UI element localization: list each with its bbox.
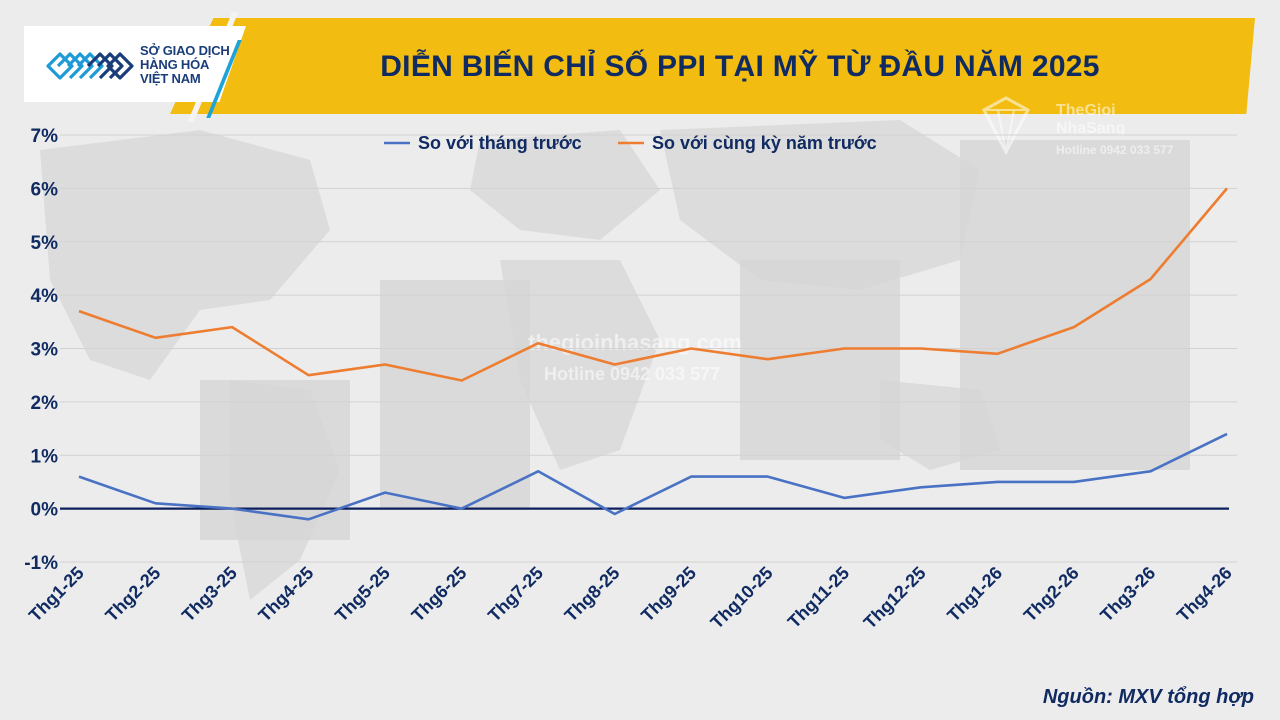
x-tick-label: Thg9-25 bbox=[637, 563, 700, 626]
logo-text: SỞ GIAO DỊCH HÀNG HÓA VIỆT NAM bbox=[140, 44, 240, 86]
y-tick-label: 0% bbox=[31, 500, 59, 521]
y-tick-label: 2% bbox=[31, 393, 59, 414]
x-tick-label: Thg2-26 bbox=[1020, 563, 1083, 626]
x-tick-label: Thg1-26 bbox=[943, 563, 1006, 626]
logo-line-2: HÀNG HÓA bbox=[140, 57, 210, 72]
y-tick-label: 4% bbox=[31, 286, 59, 307]
x-tick-label: Thg8-25 bbox=[561, 563, 624, 626]
x-tick-label: Thg3-26 bbox=[1096, 563, 1159, 626]
watermark-hotline-center: Hotline 0942 033 577 bbox=[544, 364, 721, 384]
legend-label: So với tháng trước bbox=[418, 133, 582, 153]
y-tick-label: 5% bbox=[31, 233, 59, 254]
chart-title: DIỄN BIẾN CHỈ SỐ PPI TẠI MỸ TỪ ĐẦU NĂM 2… bbox=[380, 50, 1100, 83]
logo-line-3: VIỆT NAM bbox=[140, 71, 201, 86]
x-tick-label: Thg10-25 bbox=[707, 563, 777, 633]
x-tick-label: Thg3-25 bbox=[178, 563, 241, 626]
x-tick-label: Thg4-25 bbox=[254, 563, 317, 626]
y-tick-label: 6% bbox=[31, 179, 59, 200]
x-tick-label: Thg6-25 bbox=[408, 563, 471, 626]
series-line-mom bbox=[78, 432, 1228, 521]
x-tick-label: Thg12-25 bbox=[860, 563, 930, 633]
x-tick-label: Thg11-25 bbox=[784, 563, 853, 632]
y-tick-label: -1% bbox=[24, 553, 58, 574]
x-tick-label: Thg2-25 bbox=[101, 563, 164, 626]
mxv-logo-icon bbox=[46, 52, 134, 80]
series-line-yoy bbox=[78, 187, 1228, 382]
x-tick-label: Thg4-26 bbox=[1173, 563, 1236, 626]
logo-line-1: SỞ GIAO DỊCH bbox=[140, 43, 230, 58]
watermark-diamond-icon bbox=[981, 96, 1031, 156]
watermark-brand-1: TheGioi bbox=[1056, 102, 1116, 119]
watermark-brand-2: NhaSang bbox=[1056, 120, 1126, 137]
y-tick-label: 1% bbox=[31, 446, 59, 467]
x-tick-label: Thg7-25 bbox=[484, 563, 547, 626]
header-band bbox=[170, 18, 1255, 114]
x-tick-label: Thg5-25 bbox=[331, 563, 394, 626]
source-note: Nguồn: MXV tổng hợp bbox=[1042, 686, 1254, 708]
watermark-hotline-corner: Hotline 0942 033 577 bbox=[1056, 143, 1174, 157]
legend-label: So với cùng kỳ năm trước bbox=[652, 133, 877, 153]
y-tick-label: 3% bbox=[31, 340, 59, 361]
y-tick-label: 7% bbox=[31, 126, 59, 147]
